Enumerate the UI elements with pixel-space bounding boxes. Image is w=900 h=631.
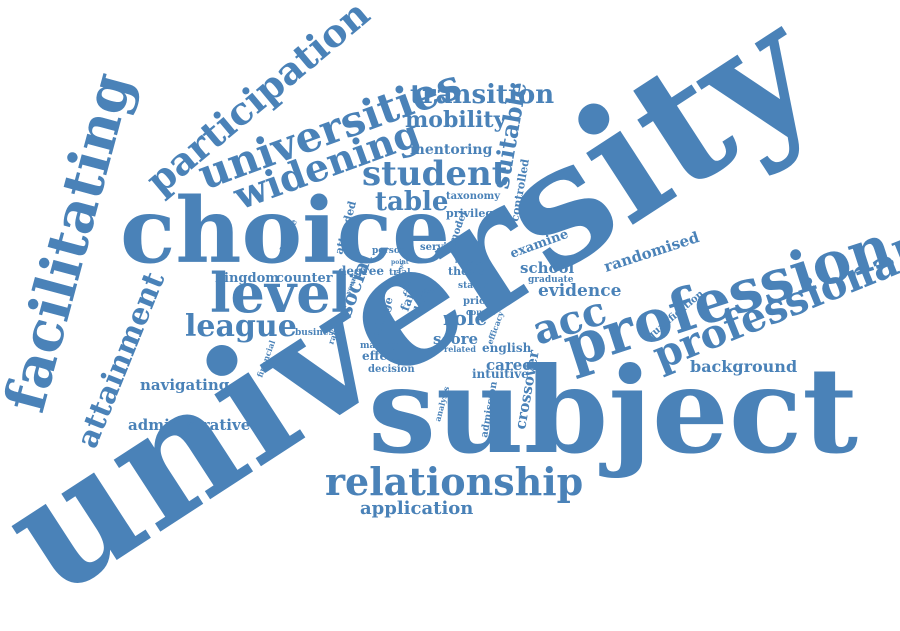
word-score: score (433, 330, 478, 348)
word-transition: transition (410, 80, 554, 110)
word-student: student (362, 154, 508, 194)
word-service: service (420, 242, 459, 253)
word-table: table (375, 187, 448, 217)
word-few: few (424, 288, 436, 295)
word-effect: effect (362, 349, 400, 363)
word-more: more (455, 258, 473, 265)
word-application: application (360, 498, 473, 519)
word-prior: prior (463, 296, 492, 307)
word-navigating: navigating (140, 376, 230, 394)
word-evidence: evidence (538, 281, 622, 301)
word-course: course (466, 307, 496, 317)
word-subject: subject (368, 341, 858, 480)
word-graduate: graduate (528, 275, 574, 285)
word-role: role (443, 306, 487, 330)
word-entry: entry (466, 260, 484, 267)
word-choice: choice (120, 178, 450, 284)
word-making: making (360, 341, 399, 351)
word-english: english (482, 341, 532, 355)
word-administrative: administrative (128, 416, 250, 434)
word-trial: trial (389, 268, 411, 278)
word-business: business (295, 328, 339, 338)
word-mobility: mobility (405, 107, 508, 133)
word-privileged: privileged (446, 207, 508, 220)
word-kingdom: kingdom (215, 271, 279, 286)
word-intuitive: intuitive (472, 367, 529, 381)
word-league: league (185, 309, 297, 344)
word-degree: degree (338, 264, 384, 278)
word-status: status (458, 281, 489, 291)
word-mentoring: mentoring (410, 142, 493, 158)
word-decision: decision (368, 364, 415, 375)
word-school: school (520, 259, 574, 277)
word-background: background (690, 357, 797, 376)
word-relationship: relationship (325, 459, 583, 504)
word-counter: counter (276, 271, 333, 286)
word-person: person (372, 246, 407, 256)
word-related: related (444, 344, 476, 354)
word-career: career (486, 356, 541, 374)
word-taxonomy: taxonomy (446, 191, 501, 202)
word-level: level (210, 261, 351, 325)
word-point: point (391, 259, 409, 266)
word-thesis: thesis (448, 265, 485, 278)
